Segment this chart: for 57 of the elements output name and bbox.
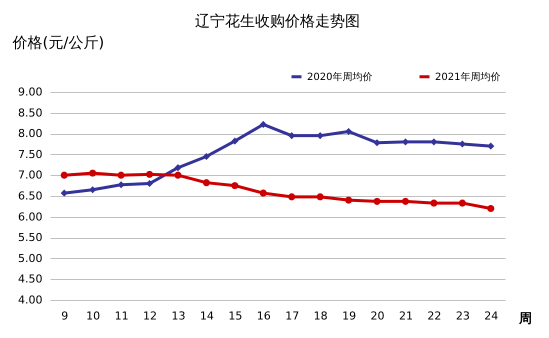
point: [345, 128, 352, 136]
point: [373, 198, 381, 205]
point: [458, 200, 466, 207]
x-tick-label: 21: [398, 310, 413, 322]
legend-label: 2020年周均价: [307, 70, 372, 83]
y-tick-label: 5.00: [18, 252, 42, 265]
y-tick-label: 8.00: [18, 127, 42, 140]
point: [487, 142, 494, 150]
x-tick-label: 14: [200, 310, 214, 322]
point: [174, 172, 182, 179]
point: [288, 193, 296, 200]
point: [89, 186, 96, 194]
x-tick-label: 9: [61, 310, 68, 322]
x-tick-label: 24: [484, 310, 498, 322]
point: [487, 204, 494, 212]
point: [146, 170, 154, 178]
y-tick-label: 4.50: [18, 272, 42, 286]
y-tick-label: 8.50: [18, 106, 42, 120]
y-axis-title: 价格(元/公斤): [12, 34, 104, 52]
x-tick-label: 13: [171, 310, 186, 322]
point: [89, 170, 96, 177]
y-tick-label: 7.50: [18, 148, 42, 161]
point: [402, 198, 410, 205]
x-tick-label: 18: [314, 310, 328, 322]
point: [202, 179, 210, 186]
point: [260, 190, 267, 197]
x-tick-label: 22: [427, 310, 442, 322]
point: [231, 182, 238, 190]
legend-label: 2021年周均价: [435, 70, 500, 83]
x-tick-label: 12: [143, 310, 158, 322]
point: [458, 140, 466, 148]
point: [174, 164, 182, 172]
x-tick-label: 17: [285, 310, 300, 322]
y-tick-label: 6.00: [18, 210, 42, 224]
x-tick-label: 10: [86, 310, 100, 322]
point: [316, 193, 324, 200]
x-tick-label: 15: [228, 310, 242, 322]
x-tick-label: 20: [370, 310, 385, 322]
chart-title: 辽宁花生收购价格走势图: [195, 12, 360, 30]
y-tick-label: 9.00: [18, 86, 42, 98]
x-axis-title: 周: [518, 312, 532, 326]
point: [345, 196, 352, 204]
x-tick-label: 23: [456, 310, 470, 322]
y-tick-label: 7.00: [18, 168, 42, 182]
point: [202, 152, 210, 160]
point: [60, 190, 68, 197]
x-tick-label: 11: [114, 310, 129, 322]
x-tick-label: 16: [256, 310, 271, 322]
point: [118, 172, 125, 179]
y-tick-label: 4.00: [18, 294, 42, 306]
point: [231, 138, 238, 145]
point: [430, 200, 438, 207]
x-tick-label: 19: [342, 310, 356, 322]
point: [60, 172, 68, 179]
point: [260, 120, 267, 128]
y-tick-label: 6.50: [18, 190, 42, 202]
y-tick-label: 5.50: [18, 231, 42, 244]
